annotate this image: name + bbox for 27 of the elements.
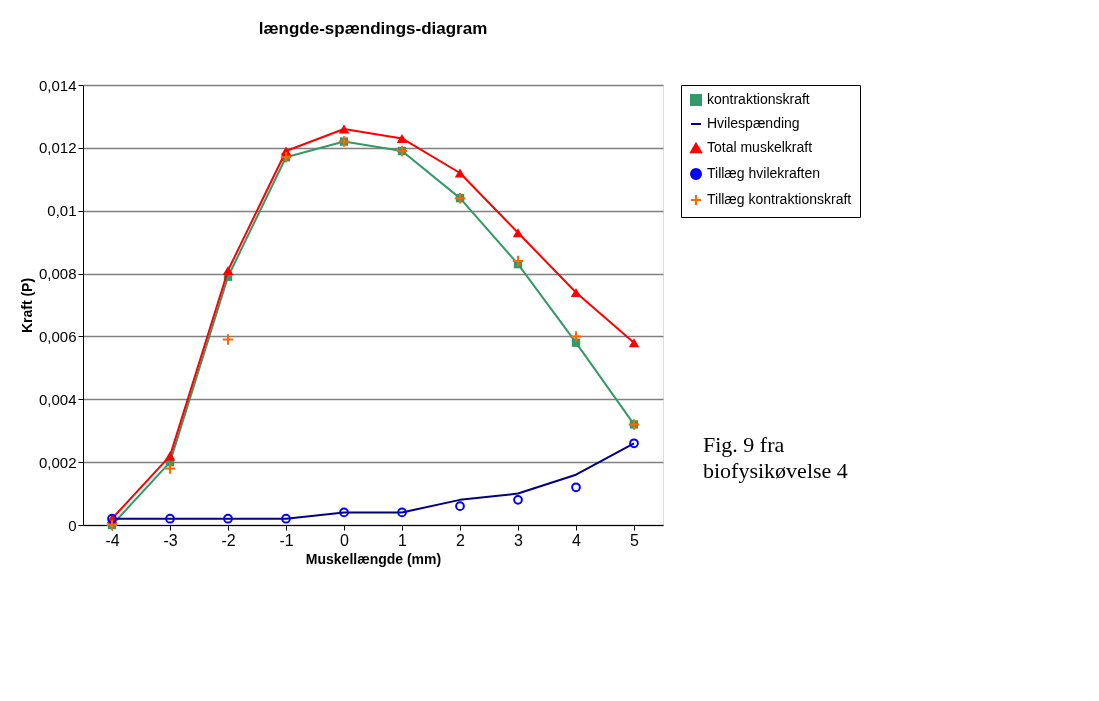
y-axis-title: Kraft (P)	[18, 277, 35, 334]
x-tick-label: 2	[456, 531, 466, 549]
legend-label: Hvilespænding	[707, 115, 800, 131]
x-tick-label: -1	[279, 531, 294, 549]
y-tick-label: 0,012	[38, 139, 77, 157]
x-tick-label: 5	[630, 531, 640, 549]
y-tick-label: 0,014	[38, 76, 77, 94]
legend-label: Tillæg hvilekraften	[707, 165, 821, 181]
x-tick-label: -4	[105, 531, 120, 549]
y-tick-label: 0,006	[38, 327, 77, 345]
chart-title: længde-spændings-diagram	[258, 19, 488, 38]
y-tick-label: 0,002	[38, 453, 77, 471]
y-tick-label: 0,004	[38, 390, 77, 408]
x-tick-label: 4	[572, 531, 582, 549]
legend-label: kontraktionskraft	[707, 91, 810, 107]
x-tick-label: 0	[340, 531, 350, 549]
y-tick-label: 0	[68, 516, 77, 534]
caption: Fig. 9 fra biofysikøvelse 4	[703, 432, 848, 483]
legend-label: Tillæg kontraktionskraft	[707, 191, 852, 207]
x-tick-label: 1	[398, 531, 408, 549]
legend-label: Total muskelkraft	[707, 139, 813, 155]
y-tick-label: 0,01	[47, 202, 77, 220]
x-tick-label: -3	[163, 531, 178, 549]
y-tick-label: 0,008	[38, 265, 77, 283]
x-axis-title: Muskellængde (mm)	[305, 550, 442, 567]
x-tick-label: 3	[514, 531, 524, 549]
x-tick-label: -2	[221, 531, 236, 549]
